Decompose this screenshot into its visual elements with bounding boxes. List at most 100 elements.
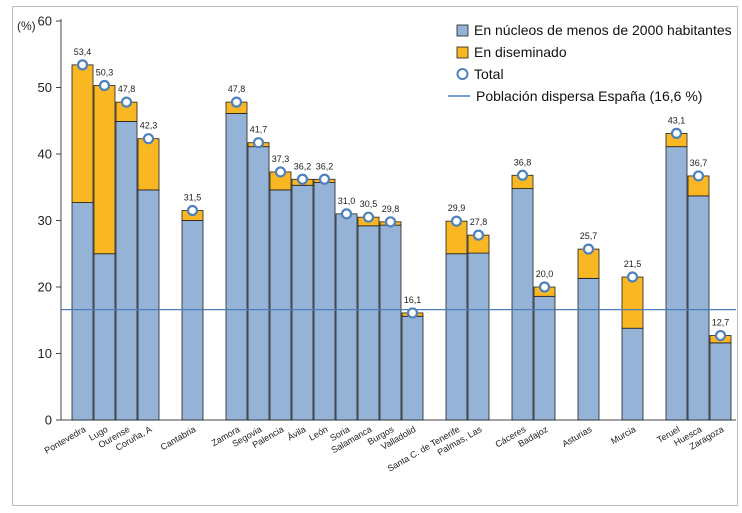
bar-segment-diseminado bbox=[71, 64, 94, 203]
y-tick-label: 30 bbox=[38, 213, 52, 228]
data-label: 53,4 bbox=[74, 47, 92, 57]
bar-segment-nucleos bbox=[511, 188, 534, 421]
bar-segment-nucleos bbox=[379, 224, 402, 421]
bar-segment-nucleos bbox=[137, 189, 160, 421]
legend: En núcleos de menos de 2000 habitantes E… bbox=[448, 22, 732, 104]
total-marker bbox=[142, 133, 155, 145]
bar-segment-nucleos bbox=[269, 189, 292, 421]
total-marker bbox=[670, 127, 683, 139]
bar-segment-nucleos bbox=[313, 182, 336, 421]
data-label: 29,9 bbox=[448, 203, 466, 213]
y-tick-label: 10 bbox=[38, 346, 52, 361]
bar-segment-nucleos bbox=[577, 277, 600, 421]
data-label: 37,3 bbox=[272, 154, 290, 164]
total-marker bbox=[318, 173, 331, 185]
bar-segment-nucleos bbox=[467, 252, 490, 421]
total-marker bbox=[406, 307, 419, 319]
data-label: 25,7 bbox=[580, 231, 598, 241]
total-marker bbox=[626, 271, 639, 283]
bar-segment-nucleos bbox=[71, 202, 94, 421]
data-label: 42,3 bbox=[140, 121, 158, 131]
legend-swatch-diseminado bbox=[456, 46, 469, 59]
legend-swatch-nucleos bbox=[456, 24, 469, 37]
bar-segment-nucleos bbox=[401, 315, 424, 421]
total-marker bbox=[186, 204, 199, 217]
category-label: Ávila bbox=[286, 424, 308, 442]
bar-segment-nucleos bbox=[93, 253, 116, 421]
bar-segment-nucleos bbox=[687, 195, 710, 421]
legend-marker-total bbox=[456, 68, 469, 80]
total-marker bbox=[296, 173, 309, 185]
data-label: 12,7 bbox=[712, 318, 730, 328]
data-label: 20,0 bbox=[536, 269, 554, 279]
bar-segment-diseminado bbox=[137, 138, 160, 191]
data-label: 29,8 bbox=[382, 204, 400, 214]
bar-segment-nucleos bbox=[291, 184, 314, 421]
data-label: 36,2 bbox=[316, 161, 334, 171]
data-label: 27,8 bbox=[470, 217, 488, 227]
bar-segment-nucleos bbox=[357, 225, 380, 421]
data-label: 41,7 bbox=[250, 125, 268, 135]
bar-segment-diseminado bbox=[93, 85, 116, 255]
y-tick-label: 20 bbox=[38, 280, 52, 295]
total-marker bbox=[582, 243, 595, 255]
legend-label-total: Total bbox=[474, 66, 504, 82]
data-labels-layer: 53,4 50,3 47,8 42,3 31,5 47,8 41,7 37,3 36,2 36,2… bbox=[74, 47, 730, 328]
total-marker bbox=[692, 170, 705, 182]
bar-segment-nucleos bbox=[115, 121, 138, 421]
bar-segment-nucleos bbox=[181, 220, 204, 421]
total-marker bbox=[516, 169, 529, 181]
data-label: 36,7 bbox=[690, 158, 708, 168]
data-label: 50,3 bbox=[96, 68, 114, 78]
bar-segment-nucleos bbox=[445, 253, 468, 421]
bar-segment-diseminado bbox=[621, 276, 644, 329]
bars-layer bbox=[71, 64, 732, 421]
total-marker bbox=[472, 229, 485, 241]
y-tick-label: 50 bbox=[38, 80, 52, 95]
y-tick-label: 0 bbox=[45, 413, 52, 428]
legend-label-diseminado: En diseminado bbox=[474, 44, 567, 60]
total-markers-layer bbox=[76, 59, 727, 342]
data-label: 47,8 bbox=[118, 84, 136, 94]
total-marker bbox=[274, 166, 287, 178]
data-label: 16,1 bbox=[404, 295, 422, 305]
data-label: 31,0 bbox=[338, 196, 356, 206]
data-label: 36,2 bbox=[294, 161, 312, 171]
data-label: 31,5 bbox=[184, 193, 202, 203]
total-marker bbox=[538, 281, 551, 293]
data-label: 47,8 bbox=[228, 84, 246, 94]
bar-segment-nucleos bbox=[247, 146, 270, 421]
bar-segment-nucleos bbox=[665, 146, 688, 421]
total-marker bbox=[252, 137, 265, 149]
bar-segment-nucleos bbox=[621, 327, 644, 421]
total-marker bbox=[384, 216, 397, 228]
legend-label-nucleos: En núcleos de menos de 2000 habitantes bbox=[474, 22, 732, 38]
data-label: 21,5 bbox=[624, 259, 642, 269]
data-label: 36,8 bbox=[514, 157, 532, 167]
category-label: Asturias bbox=[560, 424, 594, 449]
data-label: 43,1 bbox=[668, 115, 686, 125]
bar-segment-nucleos bbox=[709, 342, 732, 421]
y-axis-unit: (%) bbox=[17, 19, 36, 33]
category-label: Cantabria bbox=[159, 424, 198, 452]
legend-label-reference: Población dispersa España (16,6 %) bbox=[476, 88, 702, 104]
bar-segment-nucleos bbox=[335, 213, 358, 421]
total-marker bbox=[76, 59, 89, 71]
total-marker bbox=[714, 329, 727, 342]
total-marker bbox=[362, 211, 375, 223]
category-label: León bbox=[307, 424, 329, 443]
y-tick-label: 60 bbox=[38, 14, 52, 29]
category-label: Pontevedra bbox=[43, 424, 88, 456]
bar-segment-nucleos bbox=[225, 113, 248, 421]
total-marker bbox=[340, 208, 353, 220]
category-label: Murcia bbox=[609, 424, 637, 446]
y-tick-label: 40 bbox=[38, 147, 52, 162]
total-marker bbox=[230, 96, 243, 108]
total-marker bbox=[120, 96, 133, 108]
total-marker bbox=[98, 79, 111, 92]
total-marker bbox=[450, 215, 463, 227]
data-label: 30,5 bbox=[360, 199, 378, 209]
bar-segment-nucleos bbox=[533, 295, 556, 421]
